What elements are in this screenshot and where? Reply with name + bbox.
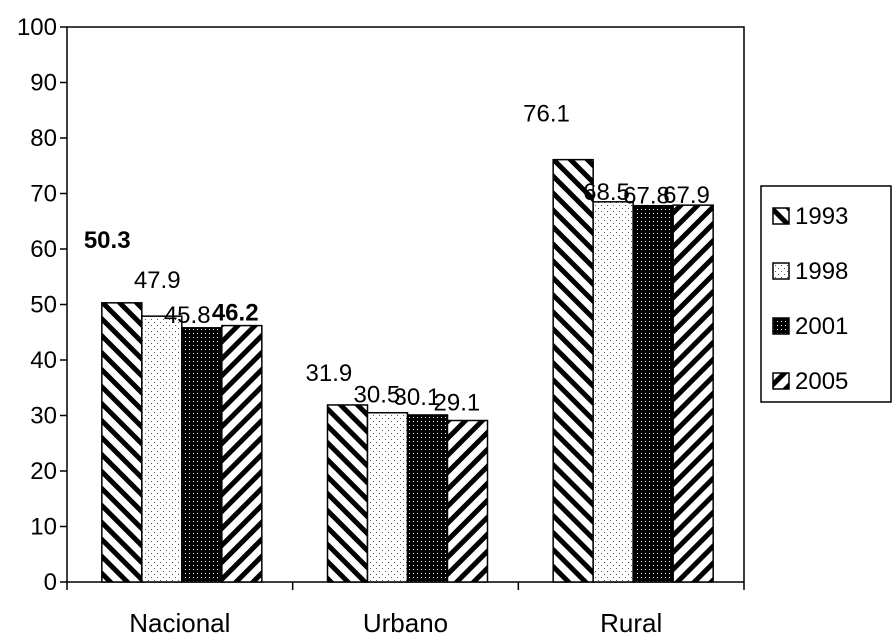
bar-1998-rural bbox=[592, 201, 634, 583]
x-axis: Nacional Urbano Rural bbox=[66, 582, 745, 638]
y-tick-label: 30 bbox=[30, 403, 57, 430]
bar-2001-rural bbox=[632, 204, 674, 583]
y-tick-label: 80 bbox=[30, 125, 57, 152]
legend-label: 2005 bbox=[795, 368, 848, 395]
data-labels: 50.347.9 45.8 46.2 31.930.530.129.1 76.1 68.5… bbox=[84, 101, 710, 417]
legend-label: 1998 bbox=[795, 258, 848, 285]
data-label: 67.9 bbox=[663, 182, 710, 209]
y-tick-label: 90 bbox=[30, 70, 57, 97]
data-label: 30.1 bbox=[394, 384, 441, 411]
legend-label: 2001 bbox=[795, 313, 848, 340]
bar-1993-nacional bbox=[101, 302, 143, 583]
data-label: 47.9 bbox=[134, 267, 181, 294]
legend-label: 1993 bbox=[795, 203, 848, 230]
data-label: 31.9 bbox=[306, 360, 353, 387]
legend-swatch bbox=[772, 262, 790, 280]
bar-1993-rural bbox=[552, 158, 594, 583]
data-label: 50.3 bbox=[84, 227, 131, 254]
y-tick-label: 40 bbox=[30, 347, 57, 374]
category-label: Nacional bbox=[129, 608, 230, 638]
legend: 1993 1998 2001 2005 bbox=[760, 185, 892, 403]
bar-2005-nacional bbox=[221, 324, 263, 583]
data-label: 45.8 bbox=[164, 302, 211, 329]
data-label: 67.8 bbox=[623, 183, 670, 210]
legend-swatch bbox=[772, 372, 790, 390]
bar-1993-urbano bbox=[326, 404, 369, 583]
y-tick-label: 70 bbox=[30, 181, 57, 208]
data-label: 68.5 bbox=[583, 179, 630, 206]
bar-1998-nacional bbox=[141, 315, 183, 583]
y-tick-label: 0 bbox=[44, 569, 57, 596]
bar-2005-urbano bbox=[446, 419, 489, 583]
legend-swatch bbox=[772, 207, 790, 225]
y-tick-label: 50 bbox=[30, 292, 57, 319]
data-label: 76.1 bbox=[523, 101, 570, 128]
data-label: 29.1 bbox=[434, 389, 481, 416]
y-axis: 0 10 20 30 40 50 60 70 80 90 100 bbox=[17, 14, 67, 596]
bar-2005-rural bbox=[672, 204, 714, 583]
bar-2001-nacional bbox=[181, 327, 223, 583]
y-tick-label: 10 bbox=[30, 514, 57, 541]
y-tick-label: 100 bbox=[17, 14, 57, 41]
bars bbox=[101, 158, 714, 583]
category-label: Rural bbox=[600, 608, 662, 638]
data-label: 30.5 bbox=[354, 382, 401, 409]
legend-swatch bbox=[772, 317, 790, 335]
y-tick-label: 20 bbox=[30, 458, 57, 485]
category-label: Urbano bbox=[363, 608, 448, 638]
bar-1998-urbano bbox=[366, 411, 409, 583]
data-label: 46.2 bbox=[212, 300, 259, 327]
bar-2001-urbano bbox=[406, 414, 449, 583]
y-tick-label: 60 bbox=[30, 236, 57, 263]
